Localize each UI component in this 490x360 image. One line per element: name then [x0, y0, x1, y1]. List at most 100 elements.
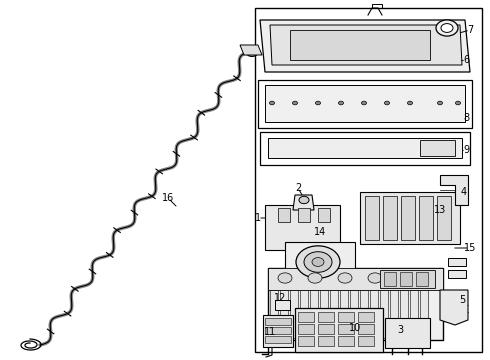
Circle shape: [308, 273, 322, 283]
Bar: [420, 290, 428, 338]
Bar: [298, 336, 314, 346]
Bar: [358, 336, 374, 346]
Bar: [318, 336, 334, 346]
Bar: [255, 8, 482, 352]
Polygon shape: [268, 138, 462, 158]
Polygon shape: [260, 132, 470, 165]
Bar: [419, 196, 433, 240]
Bar: [298, 312, 314, 322]
Circle shape: [368, 273, 382, 283]
Text: 11: 11: [264, 327, 276, 337]
Polygon shape: [285, 242, 355, 280]
Text: 4: 4: [461, 187, 467, 197]
Text: 14: 14: [314, 227, 326, 237]
Bar: [384, 272, 396, 286]
Circle shape: [278, 273, 292, 283]
Text: 10: 10: [349, 323, 361, 333]
Bar: [310, 290, 318, 338]
Circle shape: [304, 252, 332, 272]
Bar: [358, 312, 374, 322]
Bar: [390, 290, 398, 338]
Polygon shape: [260, 20, 470, 72]
Bar: [338, 336, 354, 346]
Polygon shape: [420, 140, 455, 156]
Bar: [268, 268, 443, 340]
Text: 15: 15: [464, 243, 476, 253]
Circle shape: [436, 20, 458, 36]
Circle shape: [362, 101, 367, 105]
Bar: [365, 196, 379, 240]
Bar: [401, 196, 415, 240]
Text: 5: 5: [459, 295, 465, 305]
Circle shape: [299, 196, 309, 204]
Text: 12: 12: [274, 293, 286, 303]
Text: 7: 7: [467, 25, 473, 35]
Circle shape: [438, 101, 442, 105]
Circle shape: [270, 101, 274, 105]
Circle shape: [316, 101, 320, 105]
Bar: [280, 290, 288, 338]
Bar: [265, 327, 291, 334]
Circle shape: [456, 101, 461, 105]
Bar: [400, 272, 412, 286]
Bar: [320, 290, 328, 338]
Bar: [383, 196, 397, 240]
Polygon shape: [385, 318, 430, 348]
Polygon shape: [290, 30, 430, 60]
Polygon shape: [270, 25, 462, 65]
Bar: [448, 258, 466, 266]
Polygon shape: [440, 175, 468, 205]
Bar: [360, 192, 460, 244]
Bar: [300, 290, 308, 338]
Bar: [263, 315, 293, 347]
Bar: [265, 336, 291, 343]
Polygon shape: [298, 208, 310, 222]
Text: 2: 2: [295, 183, 301, 193]
Text: 13: 13: [434, 205, 446, 215]
Bar: [338, 312, 354, 322]
Polygon shape: [265, 205, 340, 250]
Text: 6: 6: [463, 55, 469, 65]
Polygon shape: [275, 300, 290, 310]
Bar: [318, 312, 334, 322]
Bar: [270, 290, 278, 338]
Polygon shape: [240, 45, 262, 55]
Circle shape: [385, 101, 390, 105]
Circle shape: [246, 48, 258, 57]
Bar: [340, 290, 348, 338]
Circle shape: [408, 101, 413, 105]
Bar: [265, 318, 291, 325]
Polygon shape: [440, 290, 468, 325]
Bar: [268, 268, 443, 290]
Bar: [370, 290, 378, 338]
Text: 16: 16: [162, 193, 174, 203]
Text: 9: 9: [463, 145, 469, 155]
Bar: [358, 324, 374, 334]
Text: 1: 1: [255, 213, 261, 223]
Bar: [380, 270, 435, 288]
Polygon shape: [265, 85, 465, 122]
Bar: [448, 270, 466, 278]
Bar: [298, 324, 314, 334]
Circle shape: [339, 101, 343, 105]
Polygon shape: [278, 208, 290, 222]
Bar: [400, 290, 408, 338]
Bar: [338, 324, 354, 334]
Polygon shape: [293, 195, 314, 210]
Bar: [410, 290, 418, 338]
Bar: [295, 308, 383, 352]
Bar: [330, 290, 338, 338]
Circle shape: [293, 101, 297, 105]
Bar: [360, 290, 368, 338]
Circle shape: [338, 273, 352, 283]
Circle shape: [296, 246, 340, 278]
Bar: [290, 290, 298, 338]
Circle shape: [441, 24, 453, 32]
Bar: [437, 196, 451, 240]
Text: 8: 8: [463, 113, 469, 123]
Bar: [416, 272, 428, 286]
Circle shape: [312, 258, 324, 266]
Bar: [318, 324, 334, 334]
Bar: [350, 290, 358, 338]
Text: 3: 3: [397, 325, 403, 335]
